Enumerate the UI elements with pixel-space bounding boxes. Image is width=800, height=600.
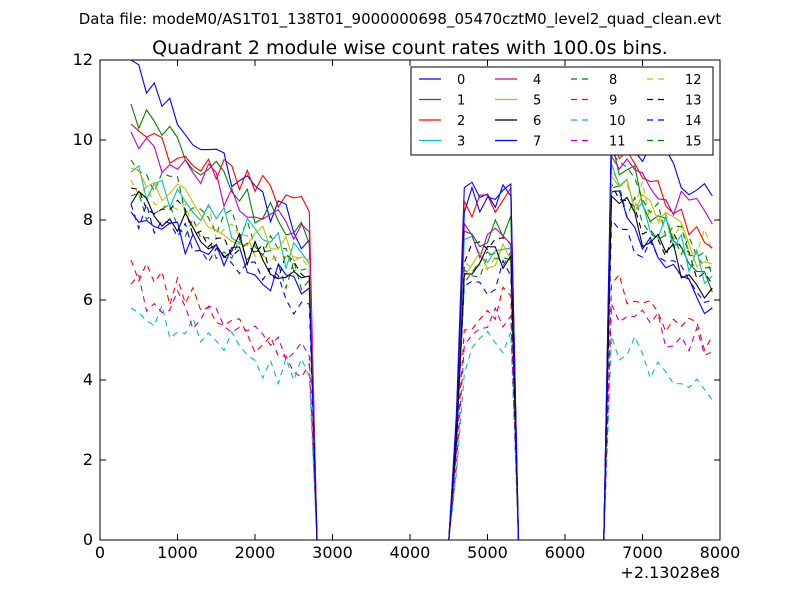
y-tick-label: 0 (83, 530, 93, 549)
legend-label-4: 4 (533, 73, 541, 88)
legend-label-14: 14 (685, 114, 702, 129)
series-line-4 (130, 131, 713, 540)
series-line-10 (130, 303, 713, 540)
legend-label-2: 2 (457, 114, 465, 129)
series-line-15 (130, 150, 713, 540)
series-line-7 (130, 123, 713, 540)
legend-label-5: 5 (533, 94, 541, 109)
series-line-3 (130, 163, 713, 540)
series-line-1 (130, 103, 713, 540)
x-tick-label: 6000 (545, 543, 586, 562)
legend-label-10: 10 (609, 114, 626, 129)
series-line-6 (130, 190, 713, 540)
x-offset-label: +2.13028e8 (620, 563, 720, 582)
legend-label-0: 0 (457, 73, 465, 88)
legend-label-1: 1 (457, 94, 465, 109)
legend-label-9: 9 (609, 94, 617, 109)
x-tick-label: 3000 (312, 543, 353, 562)
y-tick-label: 10 (73, 130, 93, 149)
x-tick-label: 4000 (390, 543, 431, 562)
x-tick-label: 0 (95, 543, 105, 562)
x-tick-label: 2000 (235, 543, 276, 562)
x-tick-label: 1000 (157, 543, 198, 562)
y-tick-label: 8 (83, 210, 93, 229)
series-line-0 (130, 60, 713, 540)
x-tick-label: 8000 (700, 543, 741, 562)
series-line-5 (130, 167, 713, 540)
legend-label-8: 8 (609, 73, 617, 88)
legend-label-6: 6 (533, 114, 541, 129)
legend-label-13: 13 (685, 94, 702, 109)
series-group (130, 60, 713, 540)
series-line-13 (130, 183, 713, 540)
y-tick-label: 2 (83, 450, 93, 469)
series-line-2 (130, 123, 713, 540)
chart-title: Quadrant 2 module wise count rates with … (152, 37, 668, 59)
x-tick-label: 7000 (622, 543, 663, 562)
series-line-9 (130, 259, 713, 540)
legend-label-12: 12 (685, 73, 702, 88)
legend-label-7: 7 (533, 135, 541, 150)
x-tick-label: 5000 (467, 543, 508, 562)
chart-subtitle: Data file: modeM0/AS1T01_138T01_90000006… (79, 10, 722, 29)
axis-ticks: 0 1000 2000 3000 4000 5000 6000 7000 80000246810… (73, 50, 741, 562)
legend-label-3: 3 (457, 135, 465, 150)
y-tick-label: 12 (73, 50, 93, 69)
legend-label-15: 15 (685, 135, 702, 150)
series-line-11 (130, 274, 713, 540)
series-line-8 (130, 185, 713, 540)
y-tick-label: 4 (83, 370, 93, 389)
series-line-14 (130, 201, 713, 540)
y-tick-label: 6 (83, 290, 93, 309)
legend-label-11: 11 (609, 135, 626, 150)
series-line-12 (130, 167, 713, 540)
